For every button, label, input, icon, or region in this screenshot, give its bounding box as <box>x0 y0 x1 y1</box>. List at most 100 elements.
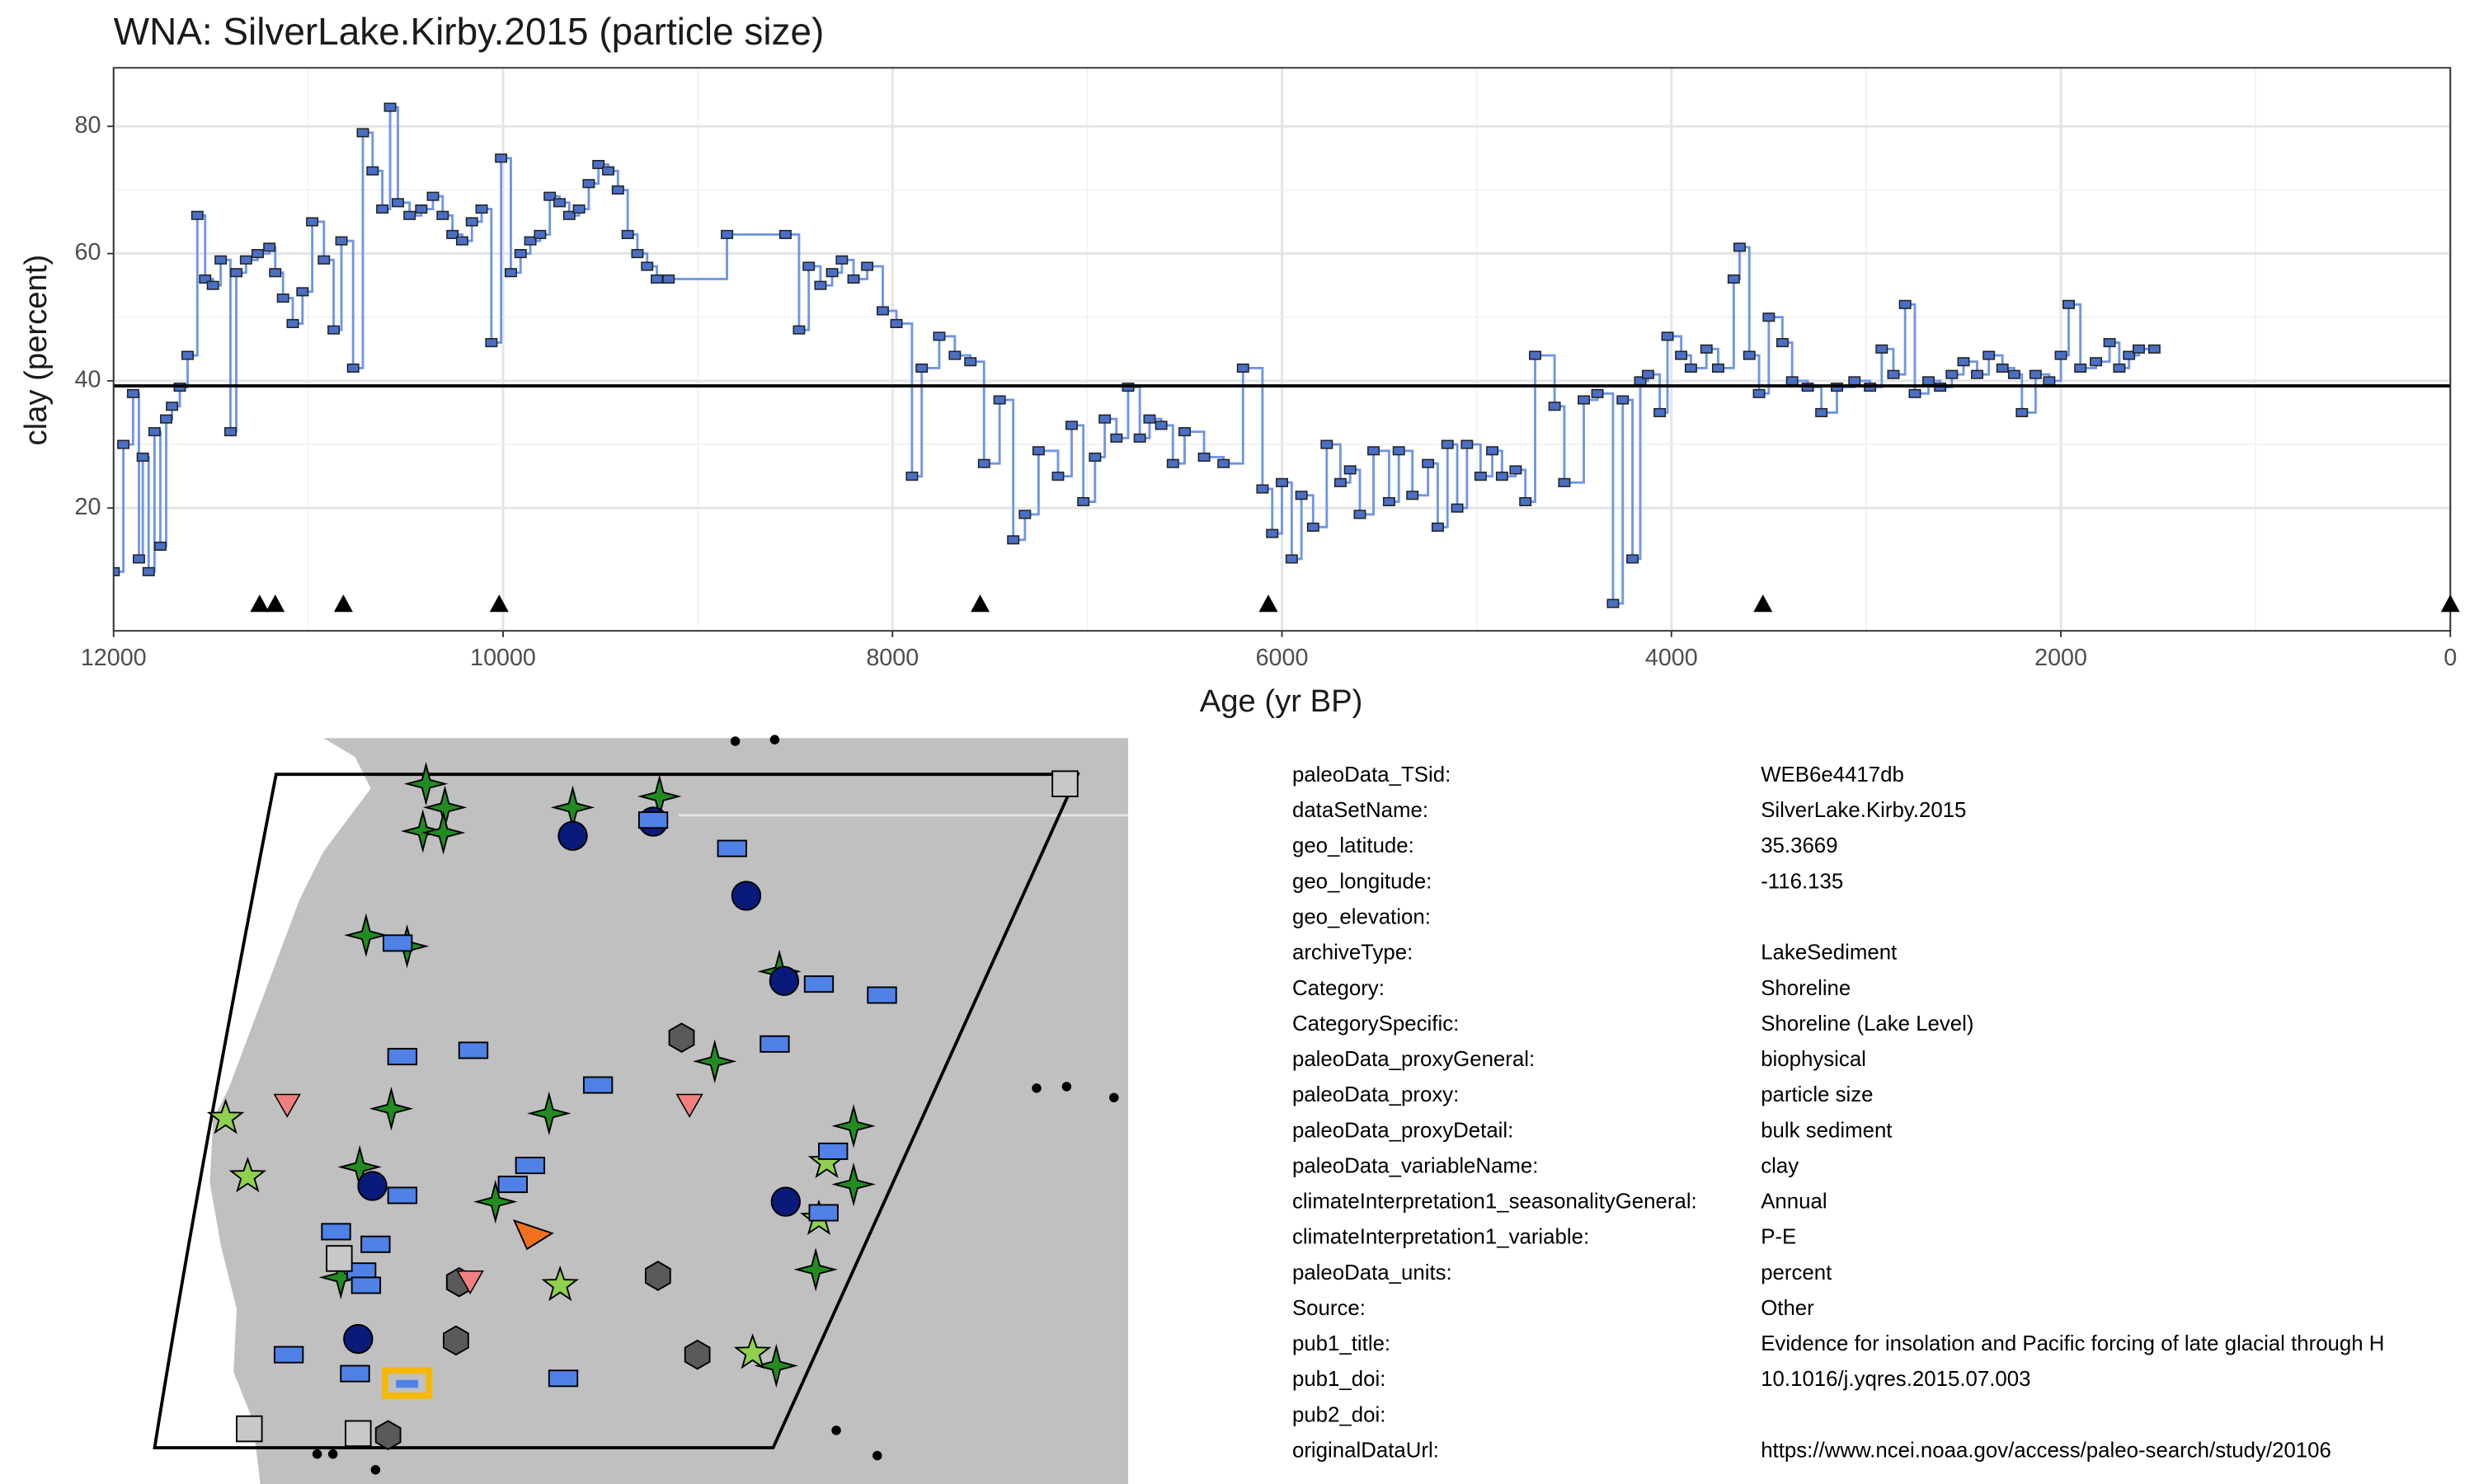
data-point <box>1143 414 1156 424</box>
data-point <box>1089 452 1102 463</box>
data-point <box>1110 433 1123 443</box>
data-point <box>2090 357 2103 367</box>
site-star4 <box>754 1343 799 1388</box>
data-point <box>1762 312 1776 322</box>
site-triangle-orange <box>512 1219 554 1251</box>
data-point <box>1155 420 1168 430</box>
site-rect <box>360 1235 391 1253</box>
data-point <box>1422 458 1435 468</box>
data-point <box>1343 465 1357 475</box>
data-point <box>1431 522 1444 532</box>
data-point <box>1733 242 1746 252</box>
data-point <box>1018 510 1032 519</box>
metadata-key: climateInterpretation1_seasonalityGenera… <box>1292 1190 1697 1214</box>
site-star5 <box>541 1266 580 1302</box>
data-point <box>263 242 276 252</box>
data-point <box>514 249 527 259</box>
metadata-value: SilverLake.Kirby.2015 <box>1761 799 1966 822</box>
data-point <box>317 255 331 265</box>
metadata-key: paleoData_TSid: <box>1292 763 1451 787</box>
metadata-key: geo_longitude: <box>1292 870 1432 893</box>
site-rect <box>582 1076 614 1094</box>
data-point <box>415 204 428 214</box>
site-star4 <box>793 1247 838 1292</box>
site-dot <box>370 1465 381 1475</box>
data-point <box>1285 554 1298 564</box>
x-tick-label: 10000 <box>470 645 536 671</box>
metadata-value: biophysical <box>1761 1048 1866 1071</box>
step-segment <box>1564 400 1585 484</box>
metadata-key: climateInterpretation1_variable: <box>1292 1226 1589 1249</box>
data-point <box>825 268 839 278</box>
data-point <box>446 229 459 239</box>
site-star4 <box>369 1087 414 1131</box>
data-point <box>572 204 586 214</box>
data-point <box>2007 369 2020 379</box>
site-hexagon <box>443 1325 469 1356</box>
data-point <box>1945 369 1959 379</box>
data-point <box>602 166 614 176</box>
data-point <box>847 274 860 284</box>
data-point <box>252 249 264 259</box>
data-point <box>1519 496 1532 507</box>
site-circle <box>557 820 588 851</box>
site-triangle <box>675 1093 703 1118</box>
site-dot <box>872 1450 882 1461</box>
data-point <box>1065 420 1078 430</box>
data-point <box>403 210 416 220</box>
data-point <box>335 236 348 246</box>
site-star4 <box>403 761 449 806</box>
data-point <box>1098 414 1112 424</box>
site-rect <box>760 1035 790 1053</box>
data-point <box>1641 369 1654 379</box>
age-control-marker <box>2440 594 2460 613</box>
data-point <box>269 268 282 278</box>
site-rect <box>387 1186 418 1205</box>
metadata-key: Category: <box>1292 977 1385 1000</box>
site-dot <box>1109 1092 1119 1103</box>
data-point <box>1982 350 1996 360</box>
data-point <box>126 388 139 398</box>
site-rect <box>717 839 747 857</box>
metadata-value: Other <box>1761 1297 1814 1320</box>
data-point <box>1548 402 1561 411</box>
data-point <box>1367 446 1380 456</box>
data-point <box>214 255 228 265</box>
age-control-marker <box>489 594 509 613</box>
metadata-value: Annual <box>1761 1190 1827 1214</box>
data-point <box>1460 439 1474 449</box>
site-star4 <box>692 1039 737 1084</box>
data-point <box>562 210 576 220</box>
site-dot <box>730 736 741 746</box>
data-point <box>2043 376 2056 386</box>
metadata-value: Evidence for insolation and Pacific forc… <box>1761 1332 2384 1355</box>
site-hexagon <box>684 1339 711 1370</box>
data-point <box>1217 458 1230 468</box>
data-point <box>117 439 130 449</box>
metadata-value: LakeSediment <box>1761 942 1897 965</box>
data-point <box>455 236 468 246</box>
land <box>209 738 1128 1484</box>
site-rect <box>808 1204 839 1222</box>
data-point <box>376 204 389 214</box>
data-point <box>366 166 379 176</box>
metadata-key: CategorySpecific: <box>1292 1012 1459 1036</box>
data-point <box>1197 452 1211 463</box>
metadata-value: Shoreline <box>1761 977 1851 1000</box>
data-point <box>239 255 252 265</box>
site-rect <box>803 975 835 993</box>
data-point <box>1529 350 1541 360</box>
data-point <box>814 280 827 290</box>
data-point <box>1178 427 1191 437</box>
data-point <box>2074 363 2087 373</box>
data-point <box>1392 446 1405 456</box>
site-star4 <box>831 1104 876 1148</box>
site-circle <box>770 1186 801 1217</box>
metadata-key: pub2_doi: <box>1292 1403 1385 1426</box>
metadata-key: pub1_title: <box>1292 1332 1390 1355</box>
data-point <box>993 395 1006 405</box>
site-hexagon <box>668 1022 695 1053</box>
site-hexagon <box>374 1420 402 1451</box>
data-point <box>1276 477 1288 487</box>
data-point <box>1353 510 1366 519</box>
